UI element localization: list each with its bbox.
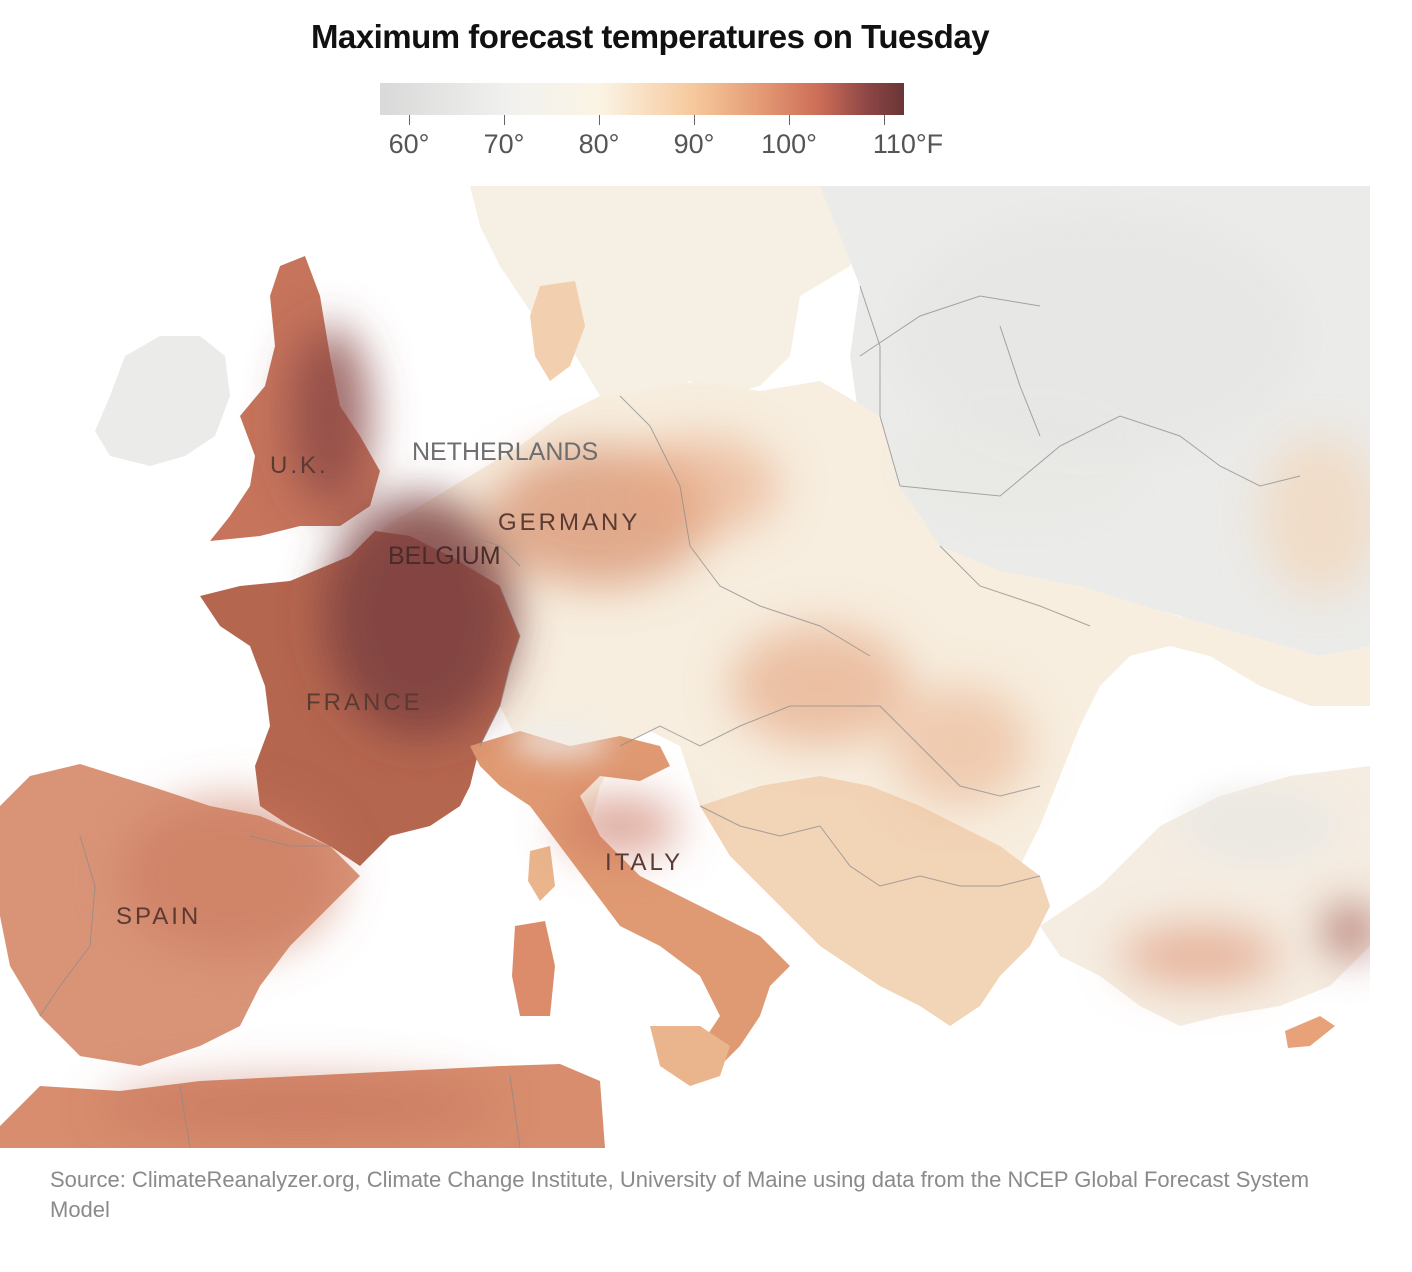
temperature-legend: 60° 70° 80° 90° 100° 110°F <box>380 83 943 165</box>
source-note: Source: ClimateReanalyzer.org, Climate C… <box>50 1167 1310 1222</box>
legend-label-80: 80° <box>578 129 620 159</box>
cyprus-landmass <box>1285 1016 1335 1048</box>
italy-landmass <box>470 731 790 1066</box>
corsica-landmass <box>528 846 555 901</box>
label-belgium: BELGIUM <box>388 542 501 570</box>
label-france: FRANCE <box>306 689 423 716</box>
legend-label-110: 110°F <box>872 129 944 159</box>
legend-label-100: 100° <box>761 129 817 159</box>
legend-tick <box>599 115 600 125</box>
legend-label-60: 60° <box>388 129 430 159</box>
map-svg: U.K. NETHERLANDS GERMANY BELGIUM FRANCE … <box>0 186 1370 1148</box>
balkans-landmass <box>700 776 1050 1026</box>
label-italy: ITALY <box>605 849 683 876</box>
legend-tick <box>789 115 790 125</box>
denmark-landmass <box>530 281 585 381</box>
sardinia-landmass <box>512 921 555 1016</box>
legend-tick <box>504 115 505 125</box>
chart-title: Maximum forecast temperatures on Tuesday <box>310 18 990 55</box>
legend-label-70: 70° <box>483 129 525 159</box>
country-borders <box>39 285 1301 1148</box>
legend-tick <box>409 115 410 125</box>
legend-label-90: 90° <box>673 129 715 159</box>
legend-tick <box>884 115 885 125</box>
ireland-landmass <box>95 336 230 466</box>
temperature-map: U.K. NETHERLANDS GERMANY BELGIUM FRANCE … <box>0 186 1370 1148</box>
label-uk: U.K. <box>270 452 329 479</box>
legend-tick <box>694 115 695 125</box>
scandinavia-landmass <box>470 186 860 401</box>
sicily-landmass <box>650 1026 730 1086</box>
cool-overlay <box>510 216 1340 866</box>
label-netherlands: NETHERLANDS <box>412 438 598 466</box>
heat-overlay <box>100 326 1370 1136</box>
label-germany: GERMANY <box>498 509 640 536</box>
label-spain: SPAIN <box>116 903 201 930</box>
legend-color-bar <box>380 83 904 115</box>
